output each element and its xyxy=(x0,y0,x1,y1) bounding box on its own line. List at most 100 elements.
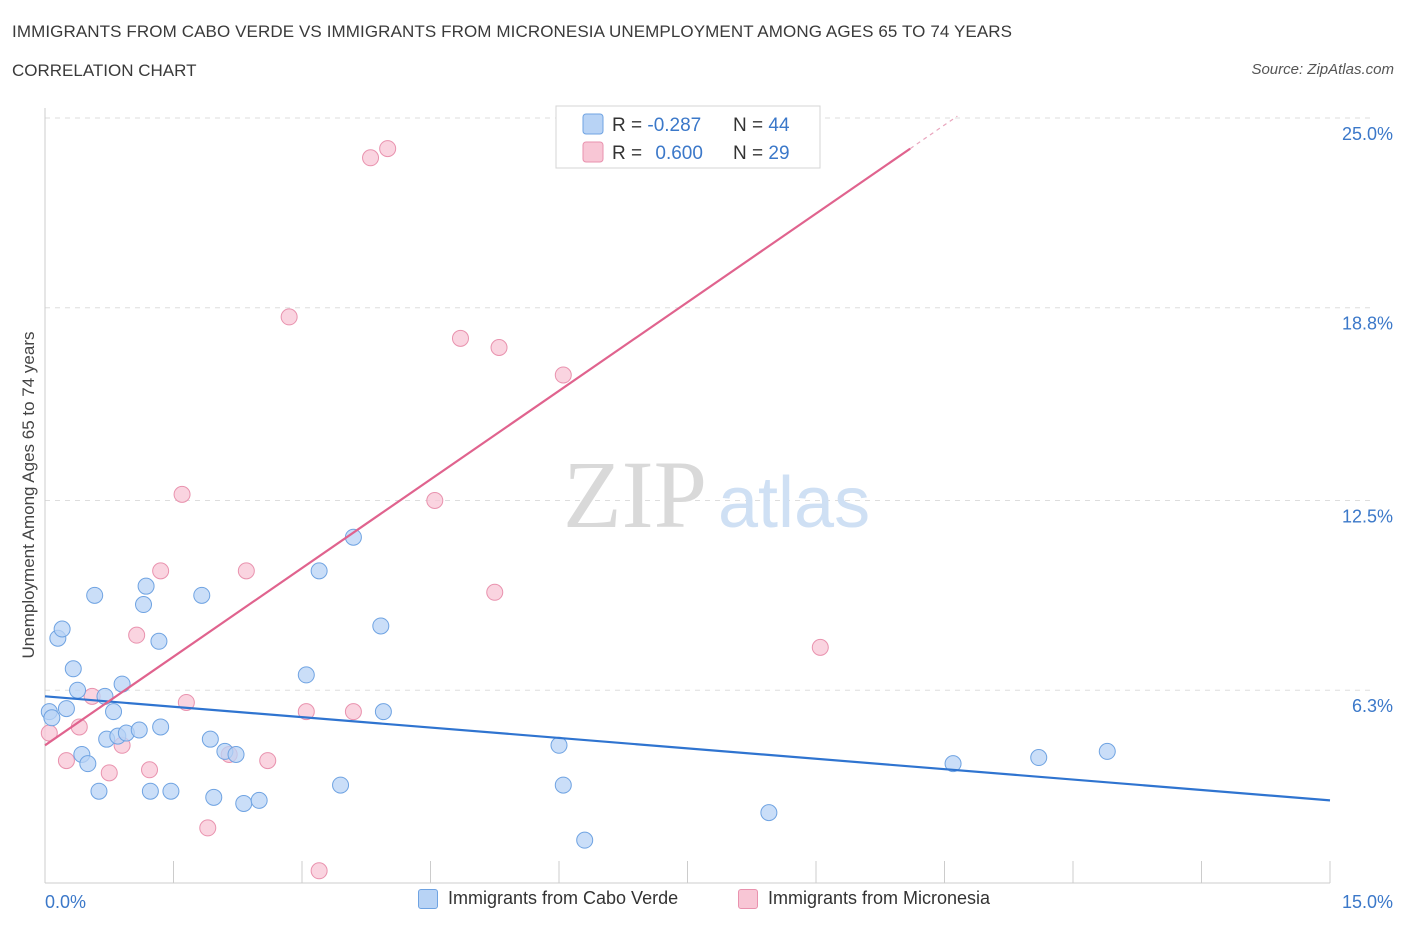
cabo-verde-point-35 xyxy=(372,617,390,635)
micronesia-point-25 xyxy=(554,366,572,384)
micronesia-point-20 xyxy=(379,140,397,158)
cabo-verde-point-41 xyxy=(944,755,962,773)
trend-line-micronesia xyxy=(44,147,911,747)
micronesia-point-18 xyxy=(344,703,362,721)
legend-r-label: R = xyxy=(612,143,647,164)
cabo-verde-point-5 xyxy=(64,660,82,678)
svg-text:N = 44: N = 44 xyxy=(733,115,790,136)
cabo-verde-point-36 xyxy=(374,703,392,721)
legend-swatch-micronesia xyxy=(582,141,604,163)
y-tick-label-0: 6.3% xyxy=(1352,696,1393,716)
micronesia-point-21 xyxy=(426,492,444,509)
correlation-legend: R = -0.287 N = 44 R = 0.600 N = 29 xyxy=(555,105,821,169)
micronesia-point-19 xyxy=(362,149,380,167)
svg-text:R = -0.287: R = -0.287 xyxy=(612,115,701,136)
micronesia-point-8 xyxy=(152,562,170,580)
legend-item-cabo-verde[interactable]: Immigrants from Cabo Verde xyxy=(418,888,678,909)
watermark: ZIP atlas xyxy=(563,441,870,548)
cabo-verde-point-29 xyxy=(235,794,253,812)
micronesia-point-11 xyxy=(199,819,217,837)
micronesia-point-23 xyxy=(486,583,504,601)
cabo-verde-point-19 xyxy=(137,577,155,595)
legend-swatch-cabo-verde xyxy=(418,888,438,909)
source-label: Source: ZipAtlas.com xyxy=(1251,61,1394,78)
micronesia-point-1 xyxy=(57,752,75,770)
axes xyxy=(44,108,1331,884)
legend-label-micronesia: Immigrants from Micronesia xyxy=(768,888,991,908)
cabo-verde-point-15 xyxy=(113,675,131,693)
cabo-verde-point-22 xyxy=(152,718,170,736)
svg-text:R = 0.600: R = 0.600 xyxy=(612,143,703,164)
cabo-verde-point-28 xyxy=(227,745,245,763)
micronesia-point-13 xyxy=(237,562,255,580)
micronesia-point-6 xyxy=(128,626,146,644)
legend-swatch-micronesia xyxy=(738,888,758,909)
micronesia-point-9 xyxy=(173,485,191,503)
micronesia-point-7 xyxy=(141,761,159,779)
micronesia-point-24 xyxy=(490,339,508,356)
legend-label-cabo-verde: Immigrants from Cabo Verde xyxy=(448,888,679,908)
chart-title: IMMIGRANTS FROM CABO VERDE VS IMMIGRANTS… xyxy=(12,22,1013,41)
micronesia-point-22 xyxy=(451,329,469,347)
legend-n-value-cabo-verde: 44 xyxy=(768,115,790,136)
cabo-verde-point-31 xyxy=(297,666,315,684)
cabo-verde-point-24 xyxy=(193,586,211,604)
cabo-verde-point-30 xyxy=(250,791,268,809)
cabo-verde-point-21 xyxy=(150,632,168,650)
cabo-verde-point-17 xyxy=(130,721,148,739)
micronesia-point-14 xyxy=(259,752,277,770)
legend-r-value-cabo-verde: -0.287 xyxy=(647,115,701,136)
trend-line-cabo-verde xyxy=(44,695,1331,802)
legend-item-micronesia[interactable]: Immigrants from Micronesia xyxy=(738,888,990,909)
micronesia-point-4 xyxy=(100,764,118,782)
cabo-verde-point-39 xyxy=(576,831,594,849)
cabo-verde-points xyxy=(40,528,1116,849)
cabo-verde-point-25 xyxy=(201,730,219,748)
cabo-verde-point-23 xyxy=(162,782,180,800)
cabo-verde-point-4 xyxy=(57,700,75,718)
y-tick-label-2: 18.8% xyxy=(1342,314,1393,334)
y-tick-label-1: 12.5% xyxy=(1342,507,1393,527)
micronesia-point-16 xyxy=(297,703,315,721)
trend-line-micronesia-extension xyxy=(909,115,958,150)
cabo-verde-point-8 xyxy=(79,755,97,773)
cabo-verde-point-38 xyxy=(554,776,572,794)
svg-text:N = 29: N = 29 xyxy=(733,143,790,164)
legend-r-label: R = xyxy=(612,115,647,136)
watermark-atlas: atlas xyxy=(718,463,870,543)
micronesia-point-28 xyxy=(811,638,829,656)
series-legend: Immigrants from Cabo Verde Immigrants fr… xyxy=(0,888,1406,918)
gridlines xyxy=(45,117,1375,691)
cabo-verde-point-20 xyxy=(141,782,159,800)
micronesia-point-17 xyxy=(310,862,328,880)
legend-n-label: N = xyxy=(733,115,768,136)
cabo-verde-point-9 xyxy=(86,586,104,604)
cabo-verde-point-37 xyxy=(550,736,568,754)
cabo-verde-point-6 xyxy=(69,681,87,699)
legend-r-value-micronesia: 0.600 xyxy=(655,143,703,164)
tick-labels: 6.3% 12.5% 18.8% 25.0% 0.0% 15.0% xyxy=(45,124,1393,912)
cabo-verde-point-18 xyxy=(135,596,153,614)
cabo-verde-point-13 xyxy=(105,703,123,721)
y-tick-label-3: 25.0% xyxy=(1342,124,1393,144)
cabo-verde-point-33 xyxy=(332,776,350,794)
cabo-verde-point-40 xyxy=(760,804,778,822)
watermark-zip: ZIP xyxy=(563,441,707,548)
cabo-verde-point-26 xyxy=(205,788,223,806)
x-tick-label-min: 0.0% xyxy=(45,892,86,912)
legend-n-label: N = xyxy=(733,143,768,164)
chart-subtitle: CORRELATION CHART xyxy=(12,61,197,80)
micronesia-point-15 xyxy=(280,308,298,326)
legend-n-value-micronesia: 29 xyxy=(768,143,789,164)
cabo-verde-point-32 xyxy=(310,562,328,580)
legend-swatch-cabo-verde xyxy=(582,113,604,135)
x-tick-label-max: 15.0% xyxy=(1342,892,1393,912)
cabo-verde-point-42 xyxy=(1030,749,1048,767)
cabo-verde-point-3 xyxy=(53,620,71,638)
cabo-verde-point-43 xyxy=(1098,742,1116,760)
cabo-verde-point-10 xyxy=(90,782,108,800)
micronesia-points xyxy=(40,109,829,880)
trend-lines xyxy=(44,115,1331,802)
cabo-verde-point-1 xyxy=(43,709,61,727)
